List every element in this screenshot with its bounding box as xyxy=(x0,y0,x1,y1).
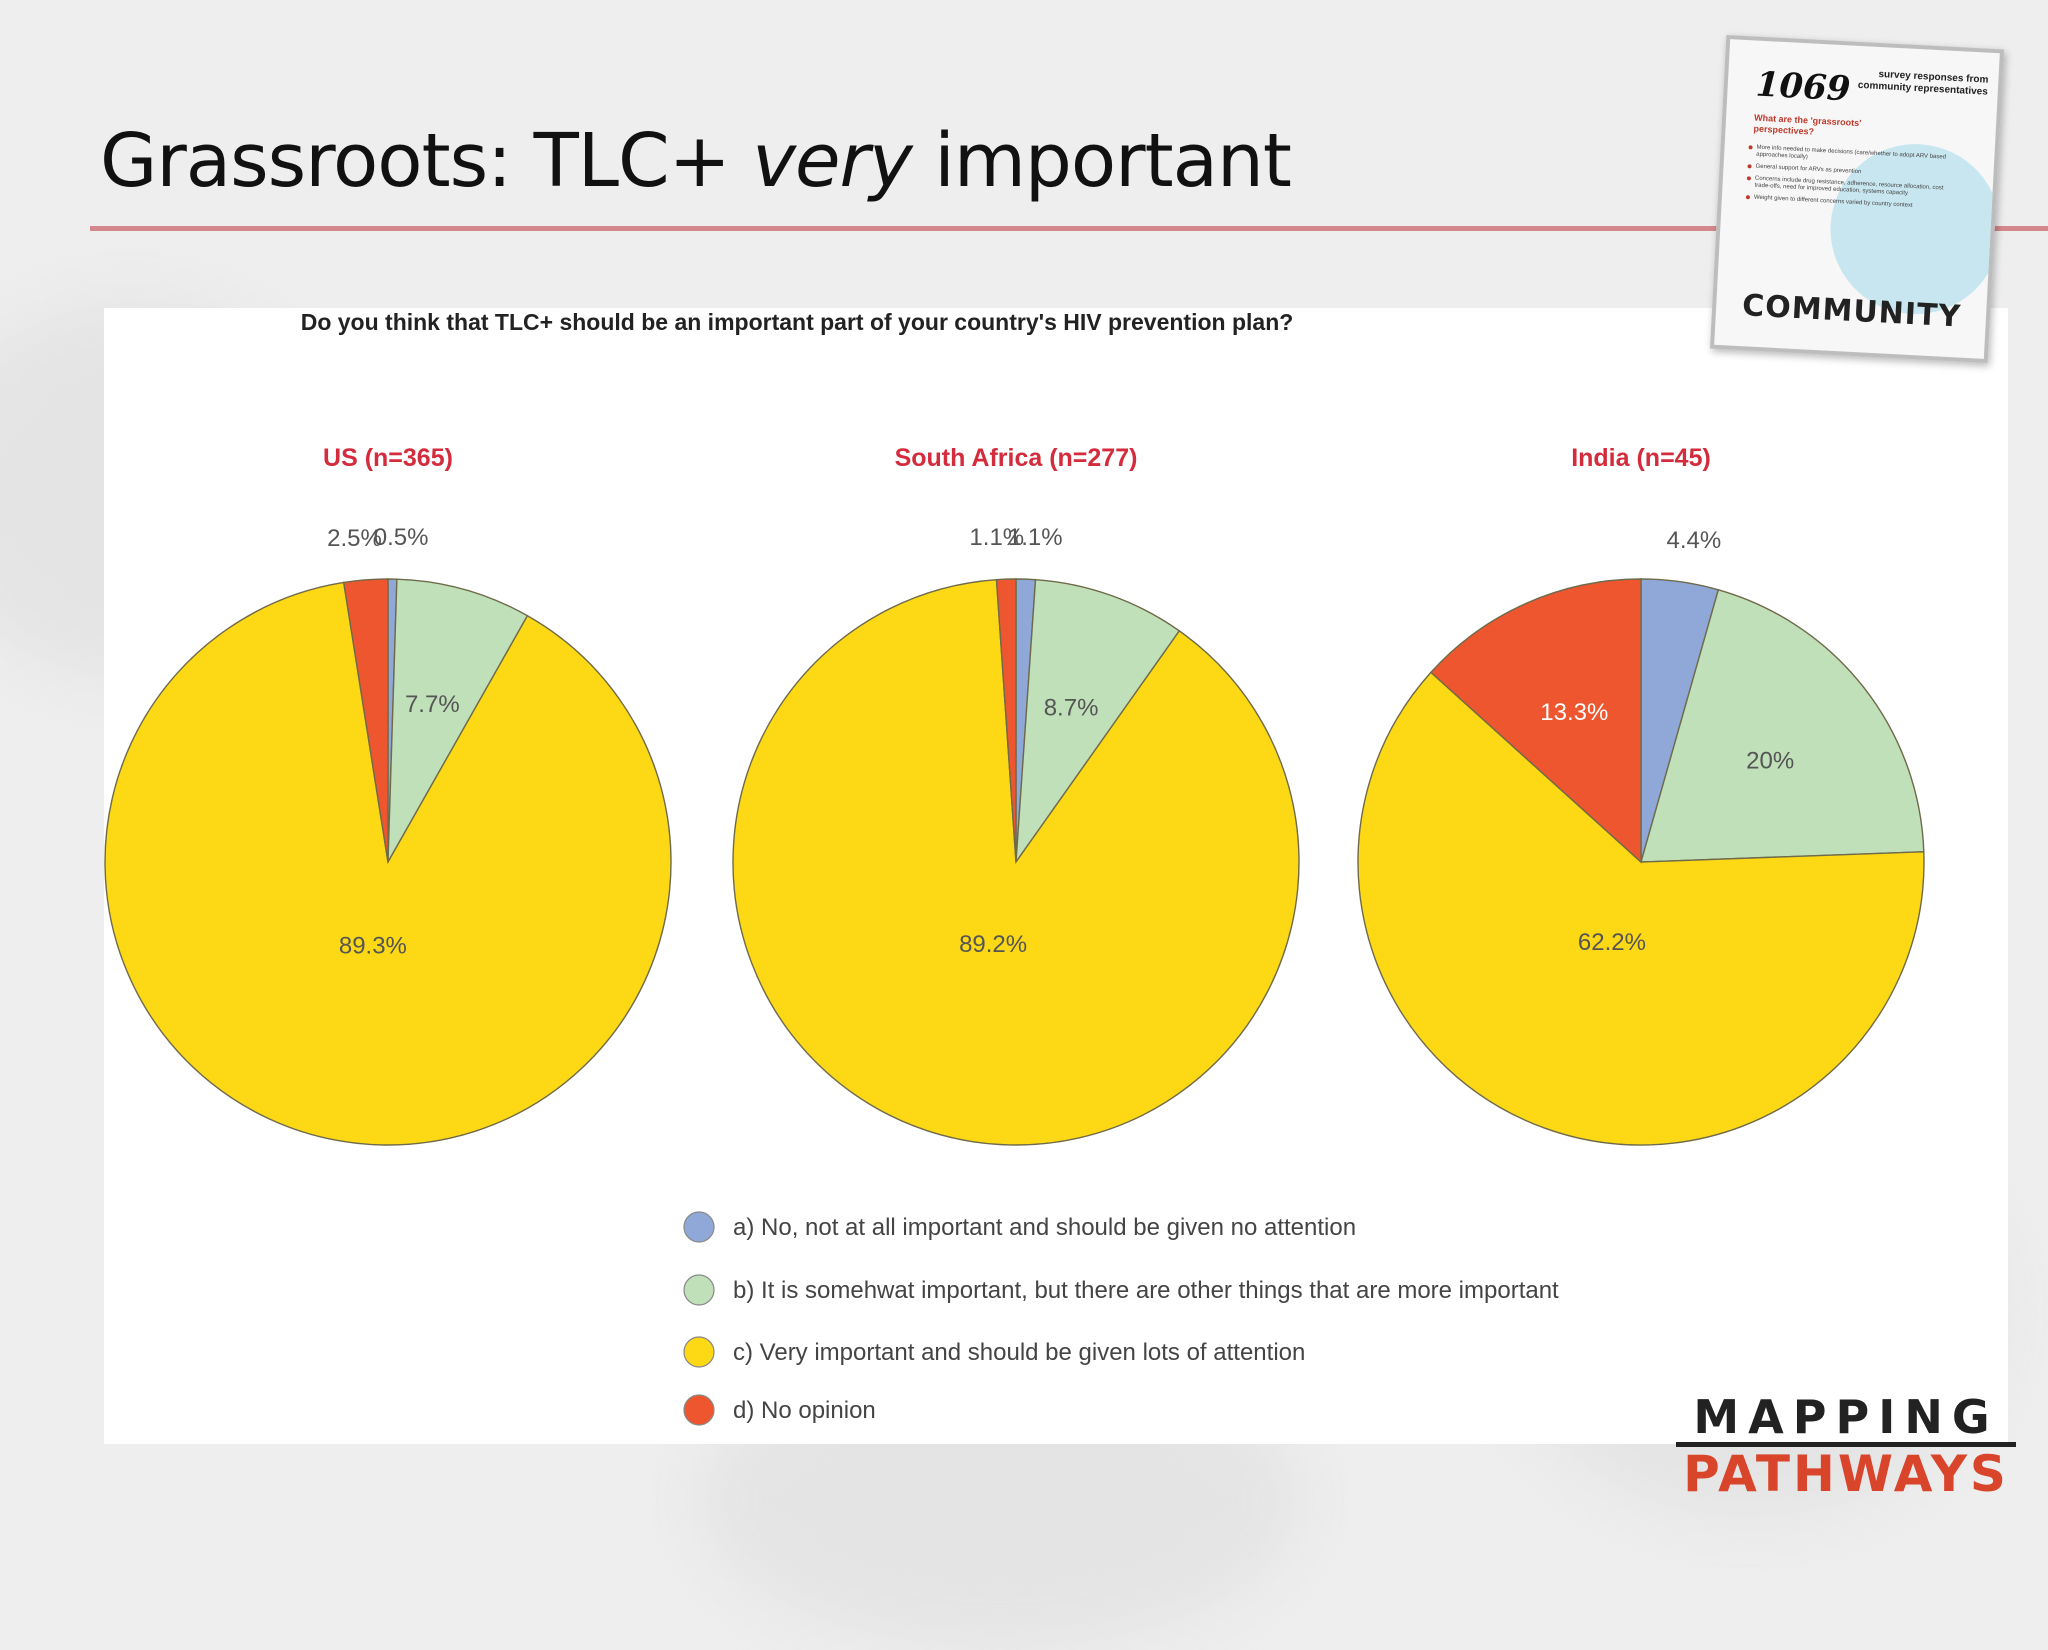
legend-label-b: b) It is somehwat important, but there a… xyxy=(733,1277,1559,1304)
logo-line-2: PATHWAYS xyxy=(1683,1445,2009,1503)
pie-1-label-d: 2.5% xyxy=(327,525,382,552)
pie-1-slice-b xyxy=(387,578,529,863)
pie-1-slice-d xyxy=(342,578,389,863)
pie-2-slice-c xyxy=(732,578,1300,1146)
slide-title-emphasis: very xyxy=(752,118,913,204)
pie-1-label-b: 7.7% xyxy=(405,691,460,718)
pie-2-slice-b xyxy=(1015,578,1181,865)
legend-swatch-b xyxy=(683,1274,715,1306)
pie-3-slice-b xyxy=(1640,588,1925,863)
pie-3-label-d: 13.3% xyxy=(1540,699,1608,726)
legend-swatch-d xyxy=(683,1394,715,1426)
chart-title: Do you think that TLC+ should be an impo… xyxy=(301,309,1294,335)
pie-1-title: US (n=365) xyxy=(323,444,453,472)
pie-1-slice-c xyxy=(104,581,672,1146)
pie-2-label-d: 1.1% xyxy=(969,524,1024,551)
pie-chart-figure: Do you think that TLC+ should be an impo… xyxy=(104,309,1925,1426)
slide-title-part: Grassroots: TLC+ xyxy=(100,118,753,204)
legend-label-d: d) No opinion xyxy=(733,1397,876,1424)
pie-2-label-a: 1.1% xyxy=(1008,524,1063,551)
pie-1-label-a: 0.5% xyxy=(374,524,429,551)
badge-subtitle: survey responses from community represen… xyxy=(1857,68,1989,98)
pie-3-label-a: 4.4% xyxy=(1666,527,1721,554)
pie-3-title: India (n=45) xyxy=(1571,444,1711,472)
pie-2-label-b: 8.7% xyxy=(1044,694,1099,721)
legend-label-c: c) Very important and should be given lo… xyxy=(733,1339,1305,1366)
legend-label-a: a) No, not at all important and should b… xyxy=(733,1214,1356,1241)
badge-bullet-list: More info needed to make decisions (care… xyxy=(1745,144,1958,217)
pie-3-label-b: 20% xyxy=(1746,748,1794,775)
legend-swatch-c xyxy=(683,1336,715,1368)
pie-2-title: South Africa (n=277) xyxy=(895,444,1138,472)
slide-title: Grassroots: TLC+ very important xyxy=(100,118,1292,204)
pie-3-slice-d xyxy=(1429,578,1642,864)
logo-line-1: MAPPING xyxy=(1676,1394,2016,1447)
pie-1-label-c: 89.3% xyxy=(339,933,407,960)
legend-swatch-a xyxy=(683,1211,715,1243)
mapping-pathways-logo: MAPPING PATHWAYS xyxy=(1676,1394,2016,1499)
title-divider xyxy=(90,226,2048,231)
pie-2-slice-d xyxy=(995,578,1017,863)
slide-title-part: important xyxy=(911,118,1292,204)
pie-3-slice-c xyxy=(1357,671,1925,1146)
pie-3-label-c: 62.2% xyxy=(1578,929,1646,956)
community-survey-badge: 1069 survey responses from community rep… xyxy=(1709,34,2005,364)
pie-2-label-c: 89.2% xyxy=(959,931,1027,958)
badge-question: What are the 'grassroots' perspectives? xyxy=(1753,112,1862,137)
